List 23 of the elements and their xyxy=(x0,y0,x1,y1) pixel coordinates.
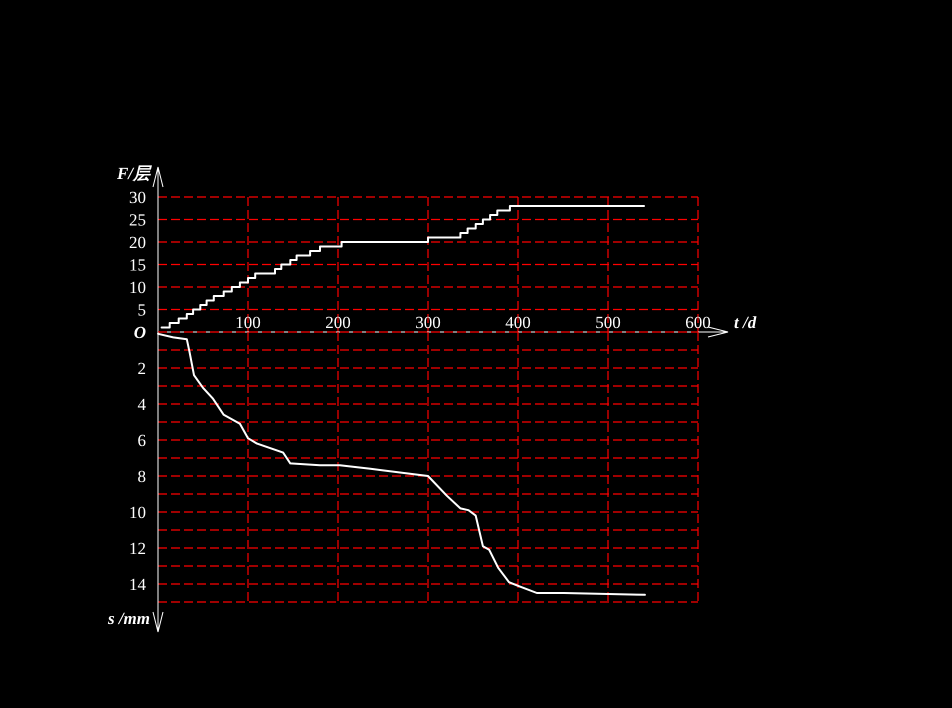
y-axis-title: s /mm xyxy=(106,609,150,628)
y-tick-label: 5 xyxy=(138,300,146,320)
y-tick-label: 8 xyxy=(138,467,146,486)
x-tick-label: 600 xyxy=(685,313,711,332)
y-tick-label: 10 xyxy=(129,278,146,297)
x-tick-label: 400 xyxy=(505,313,531,332)
y-tick-label: 25 xyxy=(129,210,146,230)
y-tick-label: 14 xyxy=(129,575,146,594)
y-tick-label: 10 xyxy=(129,503,146,522)
y-axis-title: F/层 xyxy=(116,164,152,183)
x-tick-label: 300 xyxy=(415,313,441,332)
y-tick-label: O xyxy=(134,323,146,342)
y-tick-label: 4 xyxy=(138,395,146,414)
x-tick-label: 200 xyxy=(325,313,351,332)
x-tick-label: 100 xyxy=(235,313,261,332)
x-axis-title: t /d xyxy=(734,313,757,332)
y-tick-label: 12 xyxy=(129,539,146,558)
y-tick-label: 6 xyxy=(138,431,146,450)
x-tick-label: 500 xyxy=(595,313,621,332)
y-tick-label: 15 xyxy=(129,256,146,274)
y-tick-label: 30 xyxy=(129,188,146,207)
y-tick-label: 2 xyxy=(138,359,146,378)
y-tick-label: 20 xyxy=(129,233,146,252)
